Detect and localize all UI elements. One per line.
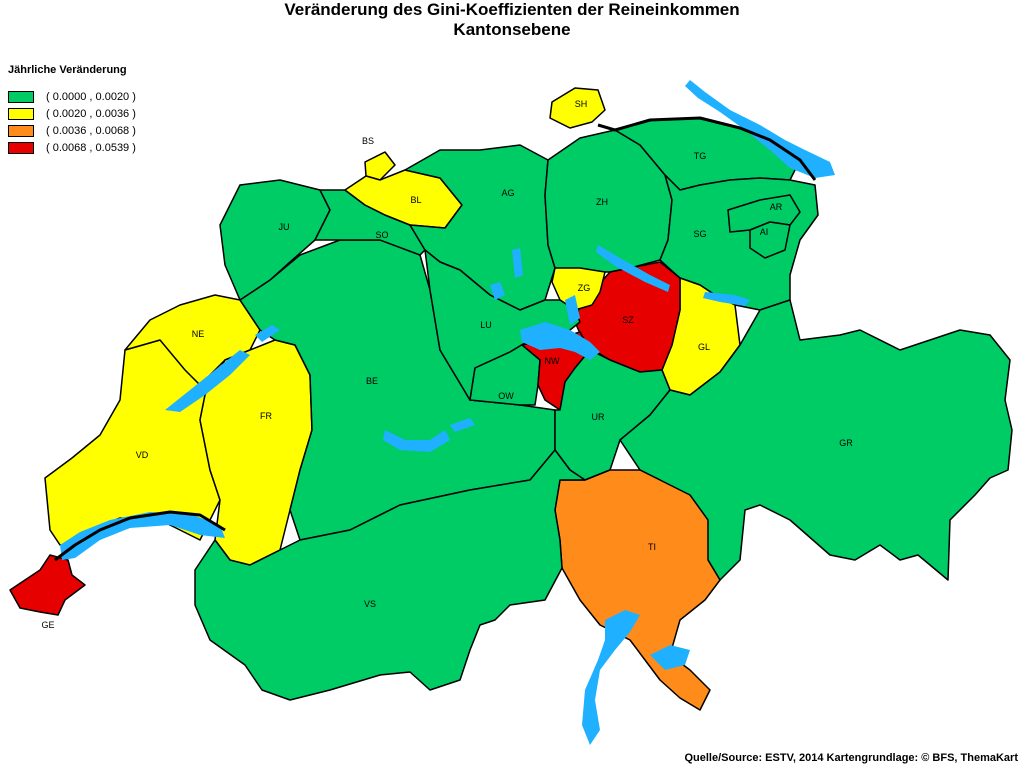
legend-swatch (8, 90, 34, 103)
canton-label: UR (592, 412, 605, 422)
legend-item: ( 0.0020 , 0.0036 ) (8, 105, 136, 122)
canton-label: BS (362, 136, 374, 146)
canton-label: SG (693, 229, 706, 239)
lake-zug (565, 295, 580, 325)
canton-label: BL (410, 195, 421, 205)
canton-layer (9, 87, 1013, 711)
legend-label: ( 0.0000 , 0.0020 ) (46, 90, 136, 103)
legend-swatch (8, 124, 34, 137)
legend-item: ( 0.0068 , 0.0539 ) (8, 139, 136, 156)
canton-label: ZH (596, 197, 608, 207)
canton-label: AR (770, 202, 783, 212)
legend-item: ( 0.0036 , 0.0068 ) (8, 122, 136, 139)
canton-label: BE (366, 376, 378, 386)
legend-title: Jährliche Veränderung (8, 64, 127, 76)
canton-label: NE (192, 329, 205, 339)
canton-label: SZ (622, 315, 634, 325)
lake-biel (255, 325, 280, 342)
canton-label: TI (648, 542, 656, 552)
canton-label: JU (279, 222, 290, 232)
canton-label: VD (136, 450, 149, 460)
canton-label: AI (760, 227, 769, 237)
title-line-1: Veränderung des Gini-Koeffizienten der R… (284, 0, 740, 19)
canton-label: ZG (578, 283, 591, 293)
canton-label: VS (364, 599, 376, 609)
lake-thun (383, 430, 450, 452)
border-rhine (597, 116, 817, 181)
lake-lugano (650, 645, 690, 670)
canton-bs[interactable] (364, 151, 396, 181)
legend: Jährliche Veränderung ( 0.0000 , 0.0020 … (8, 64, 136, 156)
lake-layer (60, 80, 835, 745)
canton-sh[interactable] (549, 87, 606, 129)
canton-ti[interactable] (554, 469, 721, 711)
canton-label: TG (694, 151, 707, 161)
canton-label: GL (698, 342, 710, 352)
lake-maggiore (582, 610, 640, 745)
legend-swatch (8, 107, 34, 120)
canton-label: NW (545, 356, 560, 366)
lake-walen (703, 292, 750, 306)
lake-constance (685, 80, 835, 178)
canton-ge[interactable] (9, 554, 86, 616)
canton-label: FR (260, 411, 272, 421)
canton-label: GR (839, 438, 853, 448)
lake-sempach (490, 282, 505, 300)
canton-fr[interactable] (199, 339, 313, 596)
lake-zurich (596, 245, 670, 292)
canton-vs[interactable] (194, 449, 586, 701)
legend-label: ( 0.0068 , 0.0539 ) (46, 141, 136, 154)
canton-label: SO (375, 230, 388, 240)
legend-label: ( 0.0020 , 0.0036 ) (46, 107, 136, 120)
label-layer: GE VD NE FR BE JU SO BS BL AG ZH SH TG S… (41, 99, 853, 630)
canton-label: SH (575, 99, 588, 109)
canton-label: GE (41, 620, 54, 630)
border-layer (54, 116, 817, 562)
map-title: Veränderung des Gini-Koeffizienten der R… (0, 0, 1024, 40)
legend-item: ( 0.0000 , 0.0020 ) (8, 88, 136, 105)
title-line-2: Kantonsebene (453, 20, 571, 39)
border-lake-geneva (54, 510, 226, 562)
lake-lucerne (520, 322, 600, 360)
canton-ne[interactable] (124, 294, 261, 386)
legend-label: ( 0.0036 , 0.0068 ) (46, 124, 136, 137)
canton-label: OW (498, 391, 514, 401)
legend-swatch (8, 141, 34, 154)
source-note: Quelle/Source: ESTV, 2014 Kartengrundlag… (684, 752, 1018, 764)
canton-zg[interactable] (551, 267, 606, 311)
lake-geneva (60, 512, 225, 560)
lake-hallwil (512, 248, 523, 278)
canton-label: LU (480, 320, 492, 330)
lake-brienz (450, 418, 475, 432)
canton-lu[interactable] (424, 249, 581, 401)
canton-ai (749, 221, 791, 259)
canton-label: AG (501, 188, 514, 198)
lake-neuchatel (165, 350, 250, 412)
